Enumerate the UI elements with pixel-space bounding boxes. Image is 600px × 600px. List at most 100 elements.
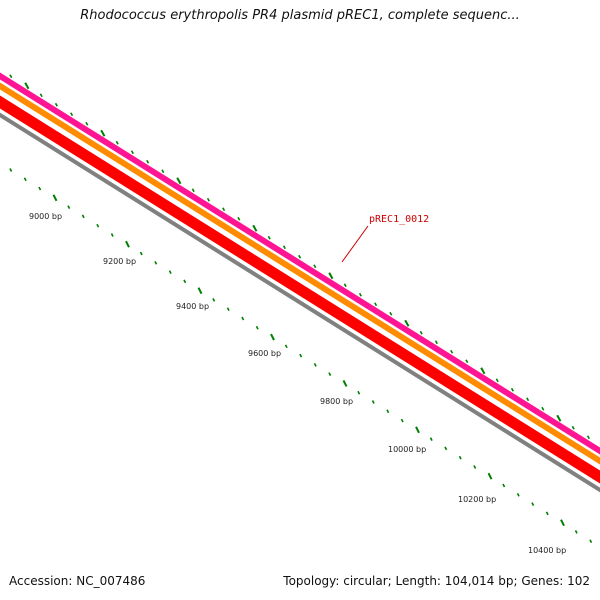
lower-tick xyxy=(531,502,535,506)
feature-tracks xyxy=(0,70,600,497)
lower-tick xyxy=(52,194,58,202)
lower-tick xyxy=(197,287,203,295)
lower-tick xyxy=(125,240,130,248)
lower-tick xyxy=(226,307,230,312)
lower-tick xyxy=(487,472,493,480)
forward-gene-track[interactable] xyxy=(0,80,600,468)
lower-tick xyxy=(67,205,71,209)
backbone-track[interactable] xyxy=(0,109,600,497)
summary-text: Topology: circular; Length: 104,014 bp; … xyxy=(283,574,590,588)
lower-tick xyxy=(241,316,245,321)
lower-tick xyxy=(38,186,42,191)
lower-tick xyxy=(328,372,332,377)
upper-tick xyxy=(404,319,410,327)
scale-label: 9000 bp xyxy=(29,212,62,221)
upper-tick xyxy=(191,188,195,193)
upper-tick xyxy=(510,387,514,392)
upper-tick-row xyxy=(9,74,590,440)
scale-label: 10400 bp xyxy=(528,546,566,555)
upper-tick xyxy=(389,311,393,316)
lower-tick xyxy=(444,446,448,451)
lower-tick xyxy=(270,333,275,341)
scale-label: 9200 bp xyxy=(103,257,136,266)
lower-tick xyxy=(255,325,259,330)
upper-tick xyxy=(343,283,347,288)
upper-tick xyxy=(526,397,530,402)
lower-tick xyxy=(313,363,317,367)
lower-tick-row xyxy=(9,168,593,544)
upper-tick xyxy=(9,74,13,79)
lower-tick xyxy=(183,279,187,284)
lower-tick xyxy=(9,168,13,172)
lower-tick xyxy=(110,233,114,237)
lower-tick xyxy=(545,511,549,516)
upper-tick xyxy=(465,359,469,364)
lower-tick xyxy=(212,298,216,302)
lower-tick xyxy=(357,390,361,395)
feature-label[interactable]: pREC1_0012 xyxy=(369,214,429,225)
upper-tick xyxy=(161,169,165,174)
scale-label: 9400 bp xyxy=(176,302,209,311)
lower-tick xyxy=(502,483,506,488)
lower-tick xyxy=(81,214,85,219)
upper-tick xyxy=(176,177,182,185)
scale-label: 9800 bp xyxy=(320,397,353,406)
upper-tick xyxy=(115,140,119,145)
upper-tick xyxy=(267,235,271,240)
upper-tick xyxy=(85,121,89,126)
lower-tick xyxy=(371,400,375,404)
lower-tick xyxy=(574,530,578,534)
lower-tick xyxy=(458,455,462,460)
lower-tick xyxy=(415,426,420,434)
upper-tick xyxy=(130,150,134,155)
accession-text: Accession: NC_007486 xyxy=(9,574,146,588)
scale-label: 10200 bp xyxy=(458,495,496,504)
upper-tick xyxy=(237,216,241,221)
upper-tick xyxy=(206,197,210,202)
lower-tick xyxy=(589,539,593,544)
upper-tick xyxy=(298,254,302,259)
scale-labels: 9000 bp 9200 bp 9400 bp 9600 bp 9800 bp 10000… xyxy=(29,212,566,555)
reverse-gene-track[interactable] xyxy=(0,95,600,484)
lower-tick xyxy=(299,353,303,358)
scale-label: 10000 bp xyxy=(388,445,426,454)
lower-tick xyxy=(473,465,477,469)
upper-tick xyxy=(586,435,590,440)
lower-tick xyxy=(168,270,172,274)
upper-tick xyxy=(70,112,74,117)
upper-tick xyxy=(222,207,226,212)
upper-tick xyxy=(39,93,43,98)
upper-tick xyxy=(24,82,30,90)
upper-tick xyxy=(328,272,334,280)
lower-tick xyxy=(96,223,100,228)
upper-tick xyxy=(358,292,362,297)
upper-tick xyxy=(313,264,317,269)
upper-tick xyxy=(374,302,378,307)
lower-tick xyxy=(560,519,565,527)
lower-tick xyxy=(154,260,158,265)
upper-tick xyxy=(54,102,58,107)
lower-tick xyxy=(284,344,288,349)
forward-cds-track[interactable] xyxy=(0,70,600,458)
upper-tick xyxy=(495,378,499,383)
upper-tick xyxy=(100,129,106,137)
upper-tick xyxy=(450,349,454,354)
lower-tick xyxy=(516,492,520,497)
map-title: Rhodococcus erythropolis PR4 plasmid pRE… xyxy=(80,8,520,23)
upper-tick xyxy=(556,414,562,422)
lower-tick xyxy=(386,409,390,414)
lower-tick xyxy=(23,177,27,182)
feature-callout-line xyxy=(341,225,369,263)
scale-label: 9600 bp xyxy=(248,349,281,358)
lower-tick xyxy=(342,379,348,387)
upper-tick xyxy=(571,425,575,430)
upper-tick xyxy=(480,367,486,375)
upper-tick xyxy=(146,159,150,164)
upper-tick xyxy=(282,245,286,250)
lower-tick xyxy=(429,437,433,441)
upper-tick xyxy=(541,406,545,411)
lower-tick xyxy=(139,251,143,256)
upper-tick xyxy=(419,330,423,335)
upper-tick xyxy=(434,340,438,345)
